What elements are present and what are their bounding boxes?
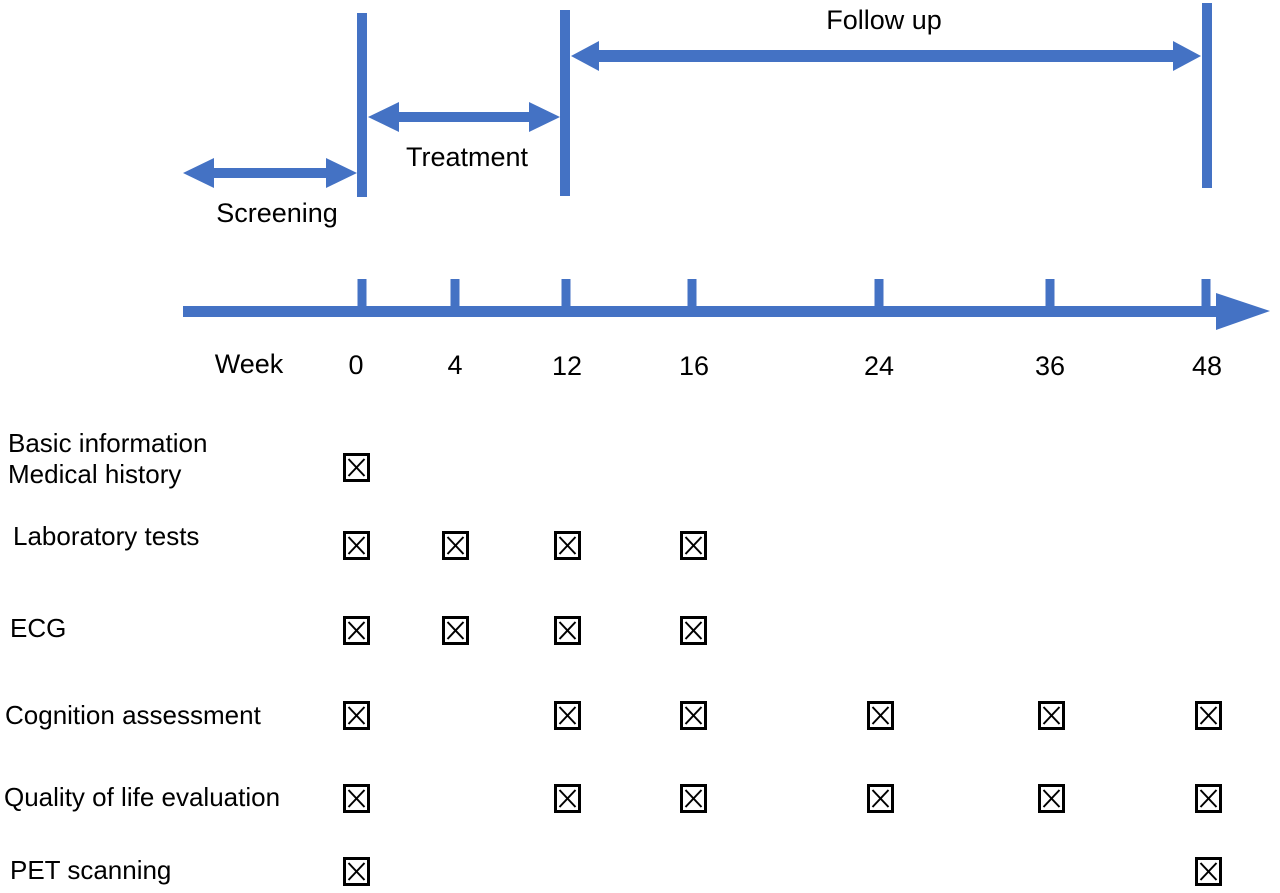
tick-label-week12: 12 (551, 351, 583, 381)
tick-label-week16: 16 (678, 351, 710, 381)
follow-up-label: Follow up (826, 5, 942, 35)
tick-week12 (561, 279, 571, 307)
checked-box-icon (441, 615, 469, 645)
milestone-bar-week48 (1202, 3, 1212, 188)
assessment-row-label-line: Medical history (8, 459, 182, 489)
assessment-row-label: ECG (10, 613, 66, 644)
treatment-label: Treatment (405, 142, 529, 172)
checked-box-icon (866, 783, 894, 813)
assessment-row-label-line: ECG (10, 613, 67, 643)
assessment-row-label: Laboratory tests (13, 521, 199, 552)
screening-arrow (183, 158, 357, 188)
milestone-bar-week12 (560, 10, 570, 196)
checked-box-icon (679, 615, 707, 645)
assessment-row-label: Quality of life evaluation (4, 782, 280, 813)
checked-box-icon (1194, 856, 1222, 886)
checked-box-icon (553, 615, 581, 645)
checked-box-icon (1037, 783, 1065, 813)
milestone-bar-week0 (357, 13, 367, 197)
checked-box-icon (441, 530, 469, 560)
assessment-row-label: PET scanning (10, 855, 171, 886)
assessment-row-label-line: PET scanning (10, 855, 172, 885)
treatment-arrow (368, 102, 560, 132)
checked-box-icon (342, 452, 370, 482)
checked-box-icon (342, 783, 370, 813)
assessment-row-label-line: Cognition assessment (5, 700, 261, 730)
assessment-row-label: Cognition assessment (5, 700, 261, 731)
tick-week24 (874, 279, 884, 307)
checked-box-icon (679, 530, 707, 560)
checked-box-icon (342, 700, 370, 730)
checked-box-icon (553, 700, 581, 730)
tick-week48 (1201, 279, 1211, 307)
checked-box-icon (553, 530, 581, 560)
week-axis-arrow (183, 293, 1270, 330)
assessment-row-label-line: Basic information (8, 428, 208, 458)
tick-week0 (357, 279, 367, 307)
tick-label-week48: 48 (1191, 351, 1223, 381)
tick-label-week36: 36 (1034, 351, 1066, 381)
screening-label: Screening (216, 198, 338, 228)
tick-week36 (1045, 279, 1055, 307)
checked-box-icon (679, 783, 707, 813)
assessment-row-label-line: Laboratory tests (13, 521, 200, 551)
tick-label-week24: 24 (863, 351, 895, 381)
checked-box-icon (1194, 783, 1222, 813)
week-axis-word: Week (214, 349, 284, 379)
assessment-row-label: Basic information Medical history (8, 428, 207, 490)
week-axis-ticks (357, 279, 1211, 307)
tick-week16 (687, 279, 697, 307)
checked-box-icon (553, 783, 581, 813)
checked-box-icon (679, 700, 707, 730)
tick-week4 (450, 279, 460, 307)
checked-box-icon (1194, 700, 1222, 730)
checked-box-icon (342, 856, 370, 886)
timeline-shapes (183, 3, 1270, 330)
checked-box-icon (342, 615, 370, 645)
checked-box-icon (342, 530, 370, 560)
follow-up-arrow (571, 41, 1201, 71)
checked-box-icon (1037, 700, 1065, 730)
tick-label-week4: 4 (447, 350, 463, 380)
assessment-row-label-line: Quality of life evaluation (4, 782, 281, 812)
tick-label-week0: 0 (348, 350, 364, 380)
checked-box-icon (866, 700, 894, 730)
